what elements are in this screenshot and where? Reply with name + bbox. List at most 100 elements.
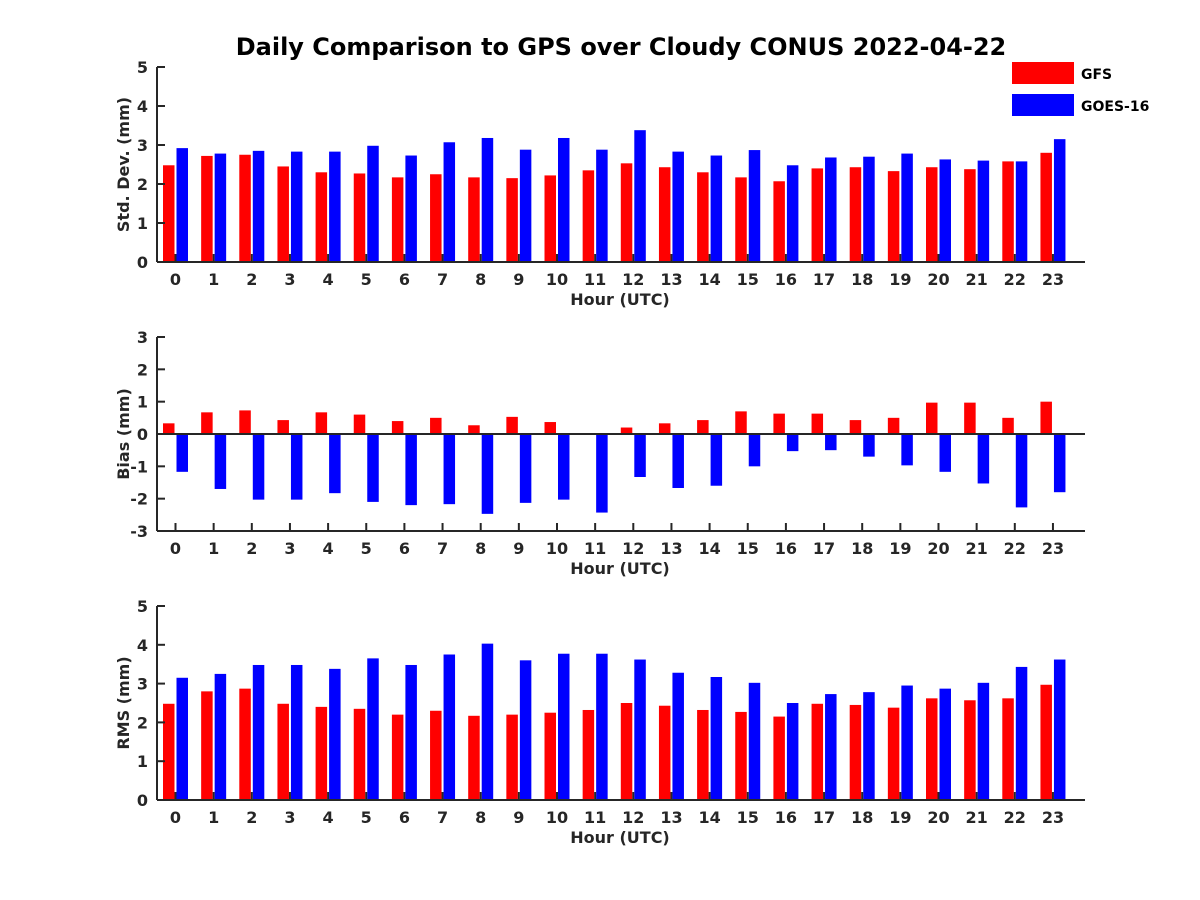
rms-bar-goes16-7 bbox=[443, 654, 456, 800]
rms-bar-goes16-23 bbox=[1053, 659, 1066, 800]
bias-bar-gfs-1 bbox=[201, 412, 213, 434]
rms-bar-goes16-20 bbox=[939, 688, 951, 800]
rms-bar-gfs-13 bbox=[658, 705, 671, 800]
bias-bar-gfs-6 bbox=[391, 421, 404, 434]
bias-bar-goes16-20 bbox=[939, 434, 951, 472]
rms-bar-goes16-21 bbox=[977, 682, 990, 800]
std-dev-bar-gfs-17 bbox=[811, 168, 824, 262]
std-dev-bar-gfs-8 bbox=[468, 177, 480, 262]
bias-y-tick-label: 1 bbox=[137, 393, 148, 412]
std-dev-bar-gfs-16 bbox=[773, 181, 785, 262]
rms-bar-gfs-5 bbox=[353, 708, 366, 800]
rms-x-tick-label: 9 bbox=[513, 808, 524, 827]
rms-bar-goes16-12 bbox=[634, 659, 646, 800]
std-dev-bar-goes16-16 bbox=[786, 165, 799, 262]
rms-bar-goes16-14 bbox=[710, 677, 723, 800]
bias-bar-goes16-19 bbox=[901, 434, 913, 466]
bias-bar-gfs-23 bbox=[1040, 401, 1052, 434]
bias-x-tick-label: 11 bbox=[584, 539, 606, 558]
std-dev-x-tick-label: 15 bbox=[737, 270, 759, 289]
bias-bar-gfs-15 bbox=[735, 411, 747, 434]
rms-x-tick-label: 12 bbox=[622, 808, 644, 827]
bias-bar-goes16-13 bbox=[672, 434, 684, 488]
rms-x-tick-label: 23 bbox=[1042, 808, 1064, 827]
std-dev-bar-gfs-5 bbox=[353, 173, 366, 262]
bias-bar-gfs-13 bbox=[658, 423, 671, 434]
std-dev-y-tick-label: 2 bbox=[137, 175, 148, 194]
std-dev-y-tick-label: 1 bbox=[137, 214, 148, 233]
std-dev-y-tick-label: 0 bbox=[137, 253, 148, 272]
rms-x-tick-label: 11 bbox=[584, 808, 606, 827]
std-dev-bar-gfs-7 bbox=[430, 174, 442, 262]
std-dev-bar-gfs-21 bbox=[964, 169, 976, 262]
std-dev-x-tick-label: 22 bbox=[1004, 270, 1026, 289]
std-dev-bar-gfs-14 bbox=[697, 172, 709, 262]
bias-bar-goes16-21 bbox=[977, 434, 990, 484]
rms-bar-gfs-3 bbox=[277, 703, 289, 800]
rms-bar-goes16-16 bbox=[786, 703, 799, 800]
rms-x-tick-label: 4 bbox=[323, 808, 334, 827]
rms-bar-goes16-18 bbox=[863, 692, 875, 800]
legend-label-goes16: GOES-16 bbox=[1081, 99, 1149, 115]
bias-bar-gfs-4 bbox=[315, 412, 328, 434]
rms-bar-gfs-2 bbox=[239, 688, 251, 800]
bias-x-tick-label: 23 bbox=[1042, 539, 1064, 558]
bias-bar-goes16-17 bbox=[825, 434, 837, 451]
std-dev-bar-goes16-14 bbox=[710, 155, 723, 262]
std-dev-bar-goes16-20 bbox=[939, 159, 951, 262]
bias-bar-goes16-2 bbox=[252, 434, 265, 500]
bias-bar-gfs-18 bbox=[849, 420, 862, 434]
rms-bar-gfs-20 bbox=[926, 698, 938, 800]
std-dev-bar-gfs-15 bbox=[735, 177, 747, 262]
rms-bar-gfs-1 bbox=[201, 691, 213, 800]
bias-x-tick-label: 22 bbox=[1004, 539, 1026, 558]
std-dev-y-axis-label: Std. Dev. (mm) bbox=[114, 97, 133, 232]
bias-bar-goes16-4 bbox=[329, 434, 341, 494]
std-dev-bar-gfs-23 bbox=[1040, 152, 1052, 262]
rms-x-axis-label: Hour (UTC) bbox=[570, 828, 670, 847]
std-dev-bar-goes16-18 bbox=[863, 156, 875, 262]
std-dev-bar-gfs-1 bbox=[201, 155, 213, 262]
rms-x-tick-label: 20 bbox=[927, 808, 949, 827]
std-dev-bar-goes16-4 bbox=[329, 151, 341, 262]
std-dev-bar-goes16-11 bbox=[596, 149, 608, 262]
rms-x-tick-label: 3 bbox=[284, 808, 295, 827]
legend-label-gfs: GFS bbox=[1081, 67, 1112, 83]
bias-x-tick-label: 15 bbox=[737, 539, 759, 558]
rms-x-tick-label: 13 bbox=[660, 808, 682, 827]
rms-bar-gfs-21 bbox=[964, 700, 976, 800]
rms-bar-gfs-4 bbox=[315, 706, 328, 800]
std-dev-x-tick-label: 0 bbox=[170, 270, 181, 289]
rms-x-tick-label: 18 bbox=[851, 808, 873, 827]
std-dev-bar-goes16-9 bbox=[519, 149, 532, 262]
bias-x-tick-label: 20 bbox=[927, 539, 949, 558]
std-dev-bar-gfs-20 bbox=[926, 167, 938, 262]
bias-bar-goes16-14 bbox=[710, 434, 723, 486]
rms-x-tick-label: 2 bbox=[246, 808, 257, 827]
rms-y-tick-label: 5 bbox=[137, 597, 148, 616]
std-dev-x-tick-label: 5 bbox=[361, 270, 372, 289]
bias-x-axis-label: Hour (UTC) bbox=[570, 559, 670, 578]
rms-x-tick-label: 8 bbox=[475, 808, 486, 827]
rms-y-tick-label: 1 bbox=[137, 752, 148, 771]
bias-bar-goes16-16 bbox=[786, 434, 799, 452]
bias-bar-goes16-23 bbox=[1053, 434, 1066, 493]
bias-bar-gfs-12 bbox=[620, 427, 633, 434]
rms-x-tick-label: 16 bbox=[775, 808, 797, 827]
std-dev-bar-goes16-17 bbox=[825, 157, 837, 262]
bias-x-tick-label: 8 bbox=[475, 539, 486, 558]
std-dev-bar-gfs-4 bbox=[315, 172, 328, 262]
bias-x-tick-label: 2 bbox=[246, 539, 257, 558]
std-dev-bar-gfs-6 bbox=[391, 177, 404, 262]
rms-x-tick-label: 1 bbox=[208, 808, 219, 827]
std-dev-bar-gfs-2 bbox=[239, 154, 251, 262]
std-dev-x-tick-label: 2 bbox=[246, 270, 257, 289]
std-dev-x-tick-label: 7 bbox=[437, 270, 448, 289]
bias-x-tick-label: 19 bbox=[889, 539, 911, 558]
rms-bar-gfs-16 bbox=[773, 716, 785, 800]
bias-y-tick-label: -1 bbox=[130, 457, 148, 476]
std-dev-bar-goes16-13 bbox=[672, 151, 684, 262]
bias-x-tick-label: 3 bbox=[284, 539, 295, 558]
std-dev-bar-goes16-8 bbox=[481, 137, 494, 262]
